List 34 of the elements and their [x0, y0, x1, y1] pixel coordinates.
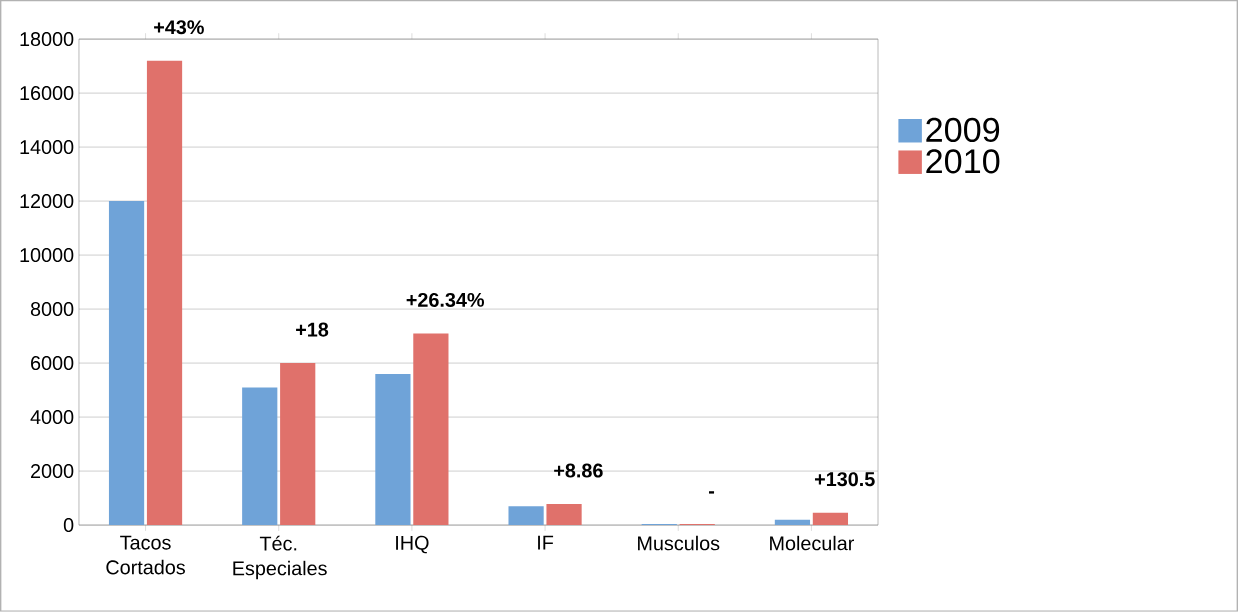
bar	[812, 512, 849, 526]
x-tick-label: Tacos Cortados	[106, 535, 185, 575]
x-tick-label: IHQ	[396, 535, 429, 554]
bar	[242, 387, 278, 526]
y-tick-label: 16000	[20, 86, 74, 101]
annotation: +26.34%	[406, 292, 485, 307]
annotation: +130.5	[814, 472, 875, 487]
x-tick-label: Téc. Especiales	[233, 535, 327, 580]
y-tick-label: 6000	[31, 356, 74, 371]
y-tick-label: 8000	[30, 302, 74, 317]
bar	[375, 373, 411, 526]
legend-label: 2010	[926, 149, 1000, 174]
x-tick-label: IF	[538, 535, 554, 550]
x-tick-label: Molecular	[770, 535, 854, 551]
legend-label: 2009	[926, 117, 1000, 143]
y-tick-label: 10000	[20, 248, 74, 263]
bar	[413, 333, 449, 526]
bar	[774, 519, 811, 526]
bar	[146, 60, 183, 526]
x-tick-label: Musculos	[638, 535, 720, 551]
y-tick-label: 4000	[30, 410, 74, 425]
annotation: -	[709, 491, 715, 494]
y-tick-label: 12000	[20, 194, 74, 209]
bar	[280, 363, 316, 526]
y-tick-label: 14000	[20, 140, 74, 155]
annotation: +43%	[154, 20, 204, 35]
bar	[508, 506, 544, 526]
annotation: +8.86	[554, 463, 603, 478]
annotation: +18	[296, 322, 329, 337]
y-tick-label: 18000	[20, 32, 74, 47]
y-tick-label: 0	[63, 518, 74, 533]
bar	[546, 504, 582, 526]
y-tick-label: 2000	[31, 464, 74, 479]
bar	[108, 201, 145, 526]
